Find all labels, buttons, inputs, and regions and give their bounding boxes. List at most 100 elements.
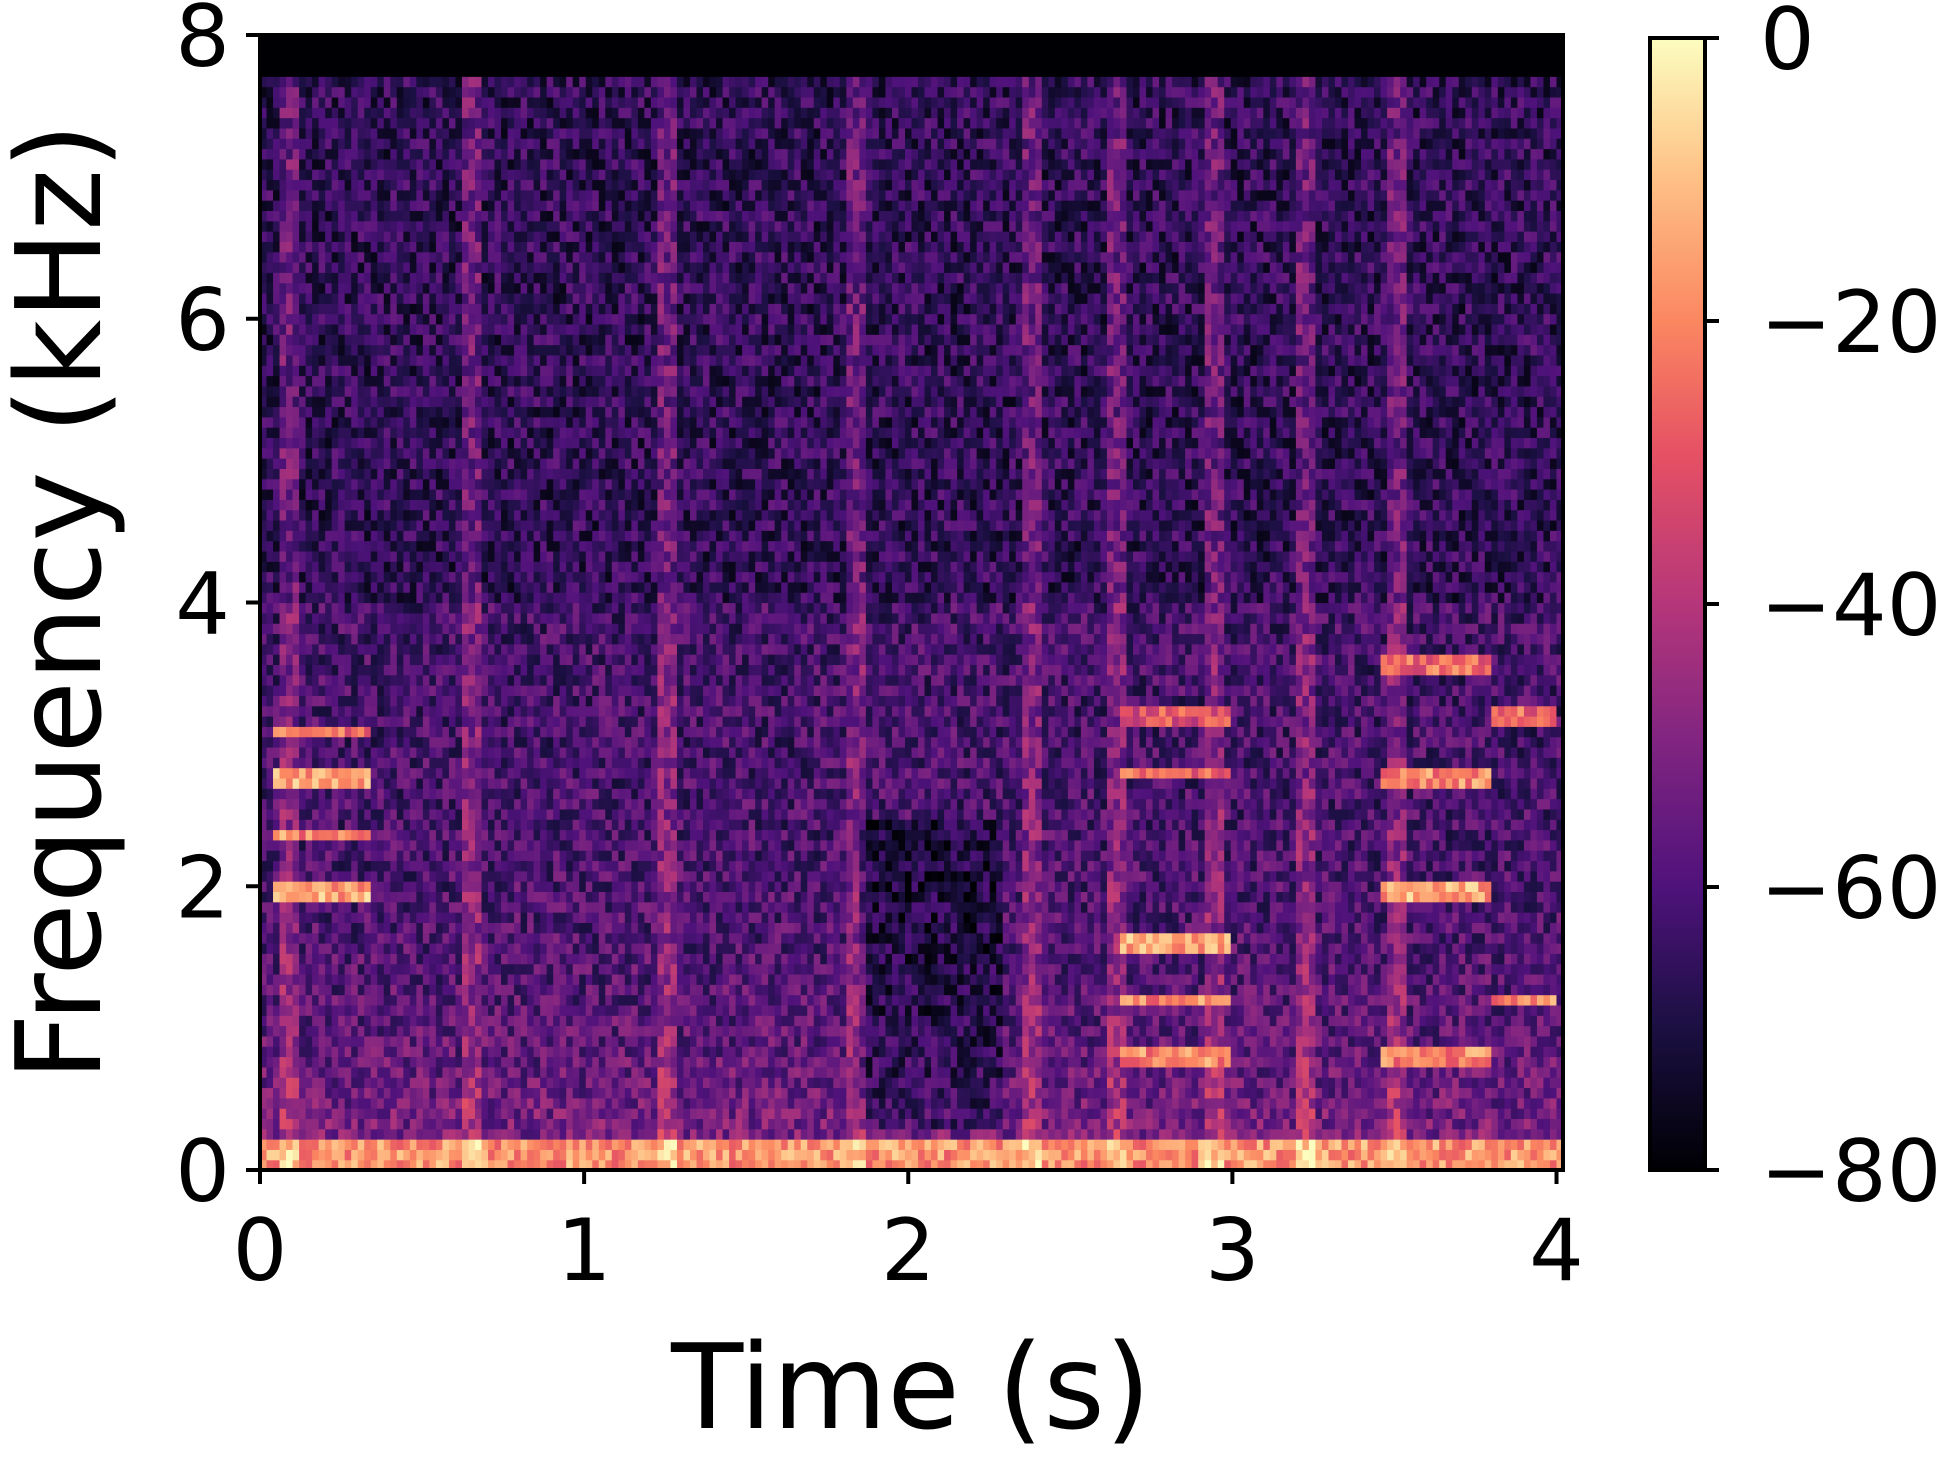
spectrogram-cell — [488, 860, 495, 871]
spectrogram-cell — [534, 118, 541, 129]
spectrogram-cell — [482, 45, 489, 56]
spectrogram-cell — [332, 190, 339, 201]
spectrogram-cell — [267, 66, 274, 77]
spectrogram-cell — [534, 334, 541, 345]
spectrogram-cell — [540, 345, 547, 356]
spectrogram-cell — [325, 324, 332, 335]
spectrogram-cell — [286, 737, 293, 748]
spectrogram-cell — [397, 1015, 404, 1026]
spectrogram-cell — [540, 757, 547, 768]
spectrogram-cell — [482, 262, 489, 273]
spectrogram-cell — [514, 221, 521, 232]
spectrogram-cell — [416, 757, 423, 768]
spectrogram-cell — [416, 138, 423, 149]
spectrogram-cell — [553, 1005, 560, 1016]
spectrogram-cell — [280, 933, 287, 944]
spectrogram-cell — [312, 860, 319, 871]
spectrogram-cell — [508, 376, 515, 387]
spectrogram-cell — [397, 664, 404, 675]
spectrogram-cell — [377, 1067, 384, 1078]
spectrogram-cell — [345, 489, 352, 500]
spectrogram-cell — [403, 479, 410, 490]
spectrogram-cell — [462, 541, 469, 552]
spectrogram-cell — [312, 1139, 319, 1150]
spectrogram-cell — [319, 76, 326, 87]
spectrogram-cell — [495, 107, 502, 118]
spectrogram-cell — [475, 45, 482, 56]
spectrogram-cell — [540, 603, 547, 614]
spectrogram-cell — [273, 520, 280, 531]
spectrogram-cell — [397, 231, 404, 242]
spectrogram-cell — [306, 1087, 313, 1098]
spectrogram-cell — [273, 334, 280, 345]
spectrogram-cell — [442, 716, 449, 727]
spectrogram-cell — [482, 365, 489, 376]
spectrogram-cell — [319, 902, 326, 913]
spectrogram-cell — [273, 293, 280, 304]
spectrogram-cell — [377, 1005, 384, 1016]
spectrogram-cell — [423, 933, 430, 944]
spectrogram-cell — [306, 479, 313, 490]
spectrogram-cell — [508, 1098, 515, 1109]
spectrogram-cell — [416, 149, 423, 160]
spectrogram-cell — [534, 489, 541, 500]
spectrogram-cell — [547, 613, 554, 624]
spectrogram-cell — [475, 1087, 482, 1098]
spectrogram-cell — [540, 654, 547, 665]
spectrogram-cell — [306, 1108, 313, 1119]
spectrogram-cell — [423, 902, 430, 913]
spectrogram-cell — [442, 1077, 449, 1088]
spectrogram-cell — [319, 169, 326, 180]
spectrogram-cell — [429, 1108, 436, 1119]
spectrogram-cell — [462, 417, 469, 428]
spectrogram-cell — [306, 644, 313, 655]
spectrogram-cell — [449, 314, 456, 325]
spectrogram-cell — [312, 757, 319, 768]
spectrogram-cell — [495, 644, 502, 655]
spectrogram-cell — [345, 912, 352, 923]
spectrogram-cell — [455, 995, 462, 1006]
spectrogram-cell — [364, 695, 371, 706]
spectrogram-cell — [462, 778, 469, 789]
spectrogram-cell — [527, 603, 534, 614]
spectrogram-cell — [364, 1046, 371, 1057]
spectrogram-cell — [442, 221, 449, 232]
spectrogram-cell — [390, 76, 397, 87]
spectrogram-cell — [521, 87, 528, 98]
spectrogram-cell — [495, 303, 502, 314]
spectrogram-cell — [442, 860, 449, 871]
spectrogram-cell — [371, 1077, 378, 1088]
spectrogram-cell — [384, 107, 391, 118]
spectrogram-cell — [468, 623, 475, 634]
spectrogram-cell — [429, 1005, 436, 1016]
spectrogram-cell — [482, 933, 489, 944]
spectrogram-cell — [267, 45, 274, 56]
spectrogram-cell — [449, 118, 456, 129]
spectrogram-cell — [410, 118, 417, 129]
spectrogram-cell — [436, 468, 443, 479]
spectrogram-cell — [273, 324, 280, 335]
spectrogram-cell — [521, 283, 528, 294]
spectrogram-cell — [397, 190, 404, 201]
spectrogram-cell — [377, 984, 384, 995]
spectrogram-cell — [514, 1036, 521, 1047]
spectrogram-cell — [423, 664, 430, 675]
spectrogram-cell — [273, 97, 280, 108]
spectrogram-cell — [436, 809, 443, 820]
spectrogram-cell — [397, 241, 404, 252]
spectrogram-cell — [358, 386, 365, 397]
spectrogram-cell — [299, 675, 306, 686]
spectrogram-cell — [527, 252, 534, 263]
spectrogram-cell — [397, 902, 404, 913]
spectrogram-cell — [436, 262, 443, 273]
spectrogram-cell — [280, 376, 287, 387]
spectrogram-cell — [267, 778, 274, 789]
spectrogram-cell — [475, 520, 482, 531]
spectrogram-cell — [358, 572, 365, 583]
spectrogram-cell — [273, 128, 280, 139]
spectrogram-cell — [442, 726, 449, 737]
spectrogram-cell — [332, 1087, 339, 1098]
spectrogram-cell — [273, 572, 280, 583]
spectrogram-cell — [306, 365, 313, 376]
spectrogram-cell — [462, 613, 469, 624]
